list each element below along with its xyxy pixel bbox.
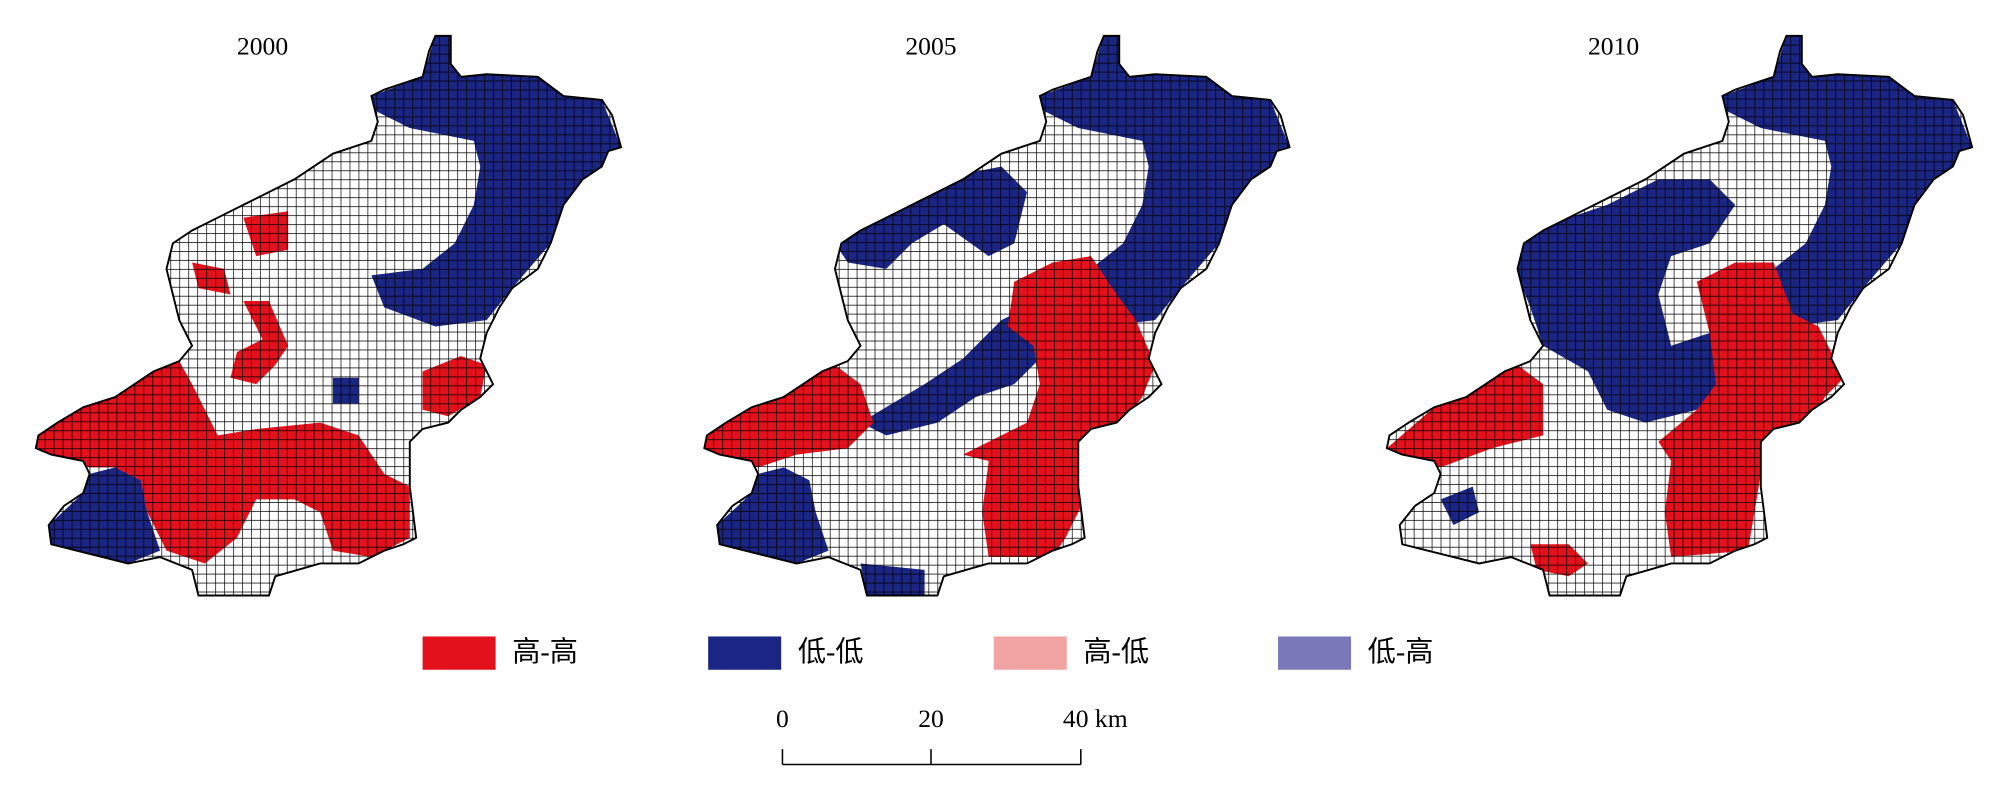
grid-cells (1386, 35, 1973, 596)
panel-title: 2010 (1588, 32, 1639, 61)
panel-title: 2000 (237, 32, 288, 61)
legend-label: 高-高 (512, 636, 578, 668)
scale-label: 40 km (1063, 704, 1128, 733)
legend-label: 低-高 (1368, 636, 1434, 668)
map-panel: 2005 (703, 32, 1291, 597)
legend-label: 高-低 (1083, 636, 1149, 668)
map-area (1386, 35, 1973, 596)
legend-swatch (993, 636, 1067, 670)
scale-label: 0 (776, 704, 789, 733)
map-panel: 2000 (34, 32, 623, 597)
map-area (35, 35, 622, 596)
legend-swatch (422, 636, 496, 670)
grid-cells (704, 35, 1290, 596)
map-outline (1385, 34, 1974, 597)
map-outline (703, 34, 1291, 597)
legend-label: 低-低 (798, 636, 864, 668)
grid-cells (35, 35, 622, 596)
map-outline (34, 34, 623, 597)
map-panel: 2010 (1385, 32, 1974, 597)
legend-swatch (708, 636, 782, 670)
scale-label: 20 (918, 704, 944, 733)
legend-swatch (1278, 636, 1352, 670)
panel-title: 2005 (905, 32, 956, 61)
map-area (704, 35, 1290, 596)
figure-content: 2000 2005 2010 高-高 低-低 高-低 低-高 0 20 40 km (34, 32, 1974, 766)
